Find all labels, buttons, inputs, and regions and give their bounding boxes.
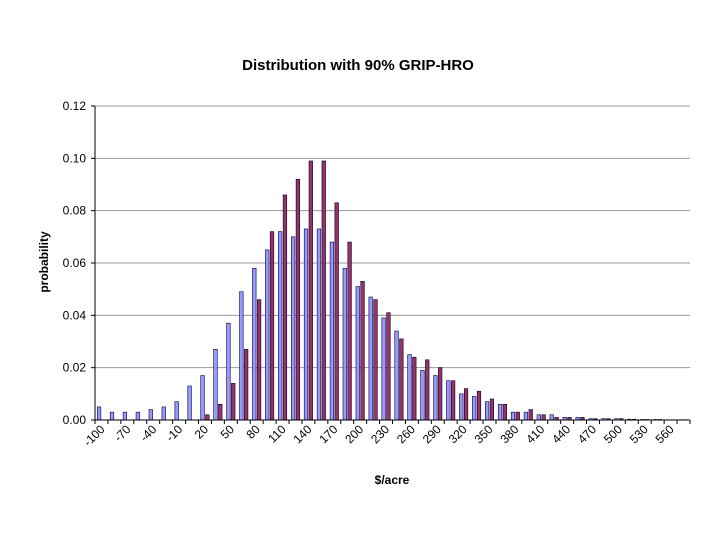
x-tick-label: 560 bbox=[653, 422, 677, 446]
bar-series-1 bbox=[278, 231, 283, 421]
bar-series-1 bbox=[148, 409, 153, 421]
bar-series-1 bbox=[472, 396, 477, 421]
bar-series-1 bbox=[342, 267, 347, 421]
bar-series-2 bbox=[308, 160, 313, 421]
bar-series-1 bbox=[174, 401, 179, 421]
bar-series-2 bbox=[218, 403, 223, 421]
y-tick-label: 0.06 bbox=[63, 256, 87, 270]
bar-series-1 bbox=[303, 228, 309, 421]
bar-series-1 bbox=[459, 393, 464, 421]
bar-series-1 bbox=[226, 322, 231, 421]
x-tick-label: 440 bbox=[549, 422, 573, 446]
bar-series-1 bbox=[485, 401, 490, 421]
bar-series-2 bbox=[515, 411, 520, 421]
x-tick-label: 140 bbox=[290, 422, 314, 446]
bar-series-1 bbox=[381, 317, 386, 421]
bar-series-1 bbox=[523, 411, 529, 421]
x-tick-label: 110 bbox=[265, 422, 289, 446]
x-tick-label: 20 bbox=[192, 422, 212, 442]
plot-area: 0.000.020.040.060.080.100.12-100 -70 -40 -1… bbox=[63, 99, 691, 449]
bar-series-1 bbox=[536, 414, 541, 421]
bar-series-2 bbox=[244, 349, 249, 421]
bar-series-2 bbox=[463, 388, 469, 421]
y-tick-label: 0.02 bbox=[63, 361, 87, 375]
bar-series-2 bbox=[282, 194, 288, 421]
bar-series-1 bbox=[497, 403, 503, 421]
x-tick-label: -10 bbox=[163, 422, 185, 444]
y-tick-label: 0.04 bbox=[63, 308, 87, 322]
x-tick-label: -40 bbox=[137, 422, 159, 444]
bar-series-2 bbox=[321, 160, 326, 421]
bar-series-2 bbox=[269, 231, 275, 421]
x-tick-label: 80 bbox=[243, 422, 263, 442]
bar-series-1 bbox=[316, 228, 322, 421]
bar-series-2 bbox=[295, 178, 300, 421]
bar-series-2 bbox=[412, 356, 417, 421]
x-tick-label: 530 bbox=[627, 422, 651, 446]
bar-series-2 bbox=[502, 403, 507, 421]
bar-series-1 bbox=[394, 330, 399, 421]
bar-series-1 bbox=[109, 411, 115, 421]
x-tick-label: 320 bbox=[446, 422, 470, 446]
bar-series-1 bbox=[355, 286, 360, 421]
bar-series-1 bbox=[420, 369, 425, 421]
chart-title: Distribution with 90% GRIP-HRO bbox=[242, 57, 474, 74]
bar-series-2 bbox=[231, 383, 236, 421]
x-tick-label: 410 bbox=[523, 422, 547, 446]
x-tick-label: 50 bbox=[218, 422, 238, 442]
bar-series-2 bbox=[541, 414, 546, 421]
x-axis-title: $/acre bbox=[375, 473, 410, 487]
bar-series-1 bbox=[407, 354, 412, 421]
bar-series-2 bbox=[360, 281, 365, 421]
bar-series-1 bbox=[239, 291, 244, 421]
bar-series-1 bbox=[252, 267, 257, 421]
bar-series-2 bbox=[451, 380, 456, 421]
bar-series-2 bbox=[334, 202, 339, 421]
bar-series-1 bbox=[122, 411, 128, 421]
y-tick-label: 0.00 bbox=[63, 413, 87, 427]
bar-series-2 bbox=[476, 390, 482, 421]
bar-series-1 bbox=[329, 241, 334, 421]
x-tick-label: 230 bbox=[368, 422, 392, 446]
bar-series-2 bbox=[256, 299, 262, 421]
bar-series-1 bbox=[135, 411, 140, 421]
bar-series-2 bbox=[347, 241, 352, 421]
bar-series-1 bbox=[290, 236, 296, 421]
bar-series-1 bbox=[446, 380, 451, 421]
bar-series-2 bbox=[489, 398, 495, 421]
bar-series-1 bbox=[433, 375, 438, 421]
bar-series-2 bbox=[386, 312, 391, 421]
x-tick-label: 290 bbox=[420, 422, 444, 446]
bar-series-1 bbox=[510, 411, 516, 421]
bar-series-1 bbox=[161, 406, 166, 421]
y-tick-label: 0.12 bbox=[63, 99, 87, 113]
x-tick-label: 380 bbox=[497, 422, 521, 446]
x-tick-label: 260 bbox=[394, 422, 418, 446]
bar-series-2 bbox=[528, 409, 533, 421]
x-tick-label: 350 bbox=[472, 422, 496, 446]
x-tick-label: 500 bbox=[601, 422, 625, 446]
bar-series-1 bbox=[549, 414, 554, 421]
bar-series-1 bbox=[213, 349, 218, 421]
y-tick-label: 0.10 bbox=[63, 151, 87, 165]
x-tick-label: 170 bbox=[316, 422, 340, 446]
bar-series-2 bbox=[205, 414, 210, 421]
bar-series-2 bbox=[373, 299, 378, 421]
bar-series-1 bbox=[200, 375, 205, 421]
bar-series-1 bbox=[187, 385, 192, 421]
y-axis-title: probability bbox=[37, 231, 51, 293]
bar-series-2 bbox=[438, 367, 443, 421]
bar-series-2 bbox=[425, 359, 430, 421]
bar-series-2 bbox=[399, 338, 404, 421]
bar-series-1 bbox=[96, 406, 102, 421]
x-tick-label: -70 bbox=[111, 422, 133, 444]
x-tick-label: 200 bbox=[342, 422, 366, 446]
bar-series-1 bbox=[265, 249, 270, 421]
x-tick-label: 470 bbox=[575, 422, 599, 446]
bar-series-1 bbox=[368, 296, 373, 421]
y-tick-label: 0.08 bbox=[63, 204, 87, 218]
